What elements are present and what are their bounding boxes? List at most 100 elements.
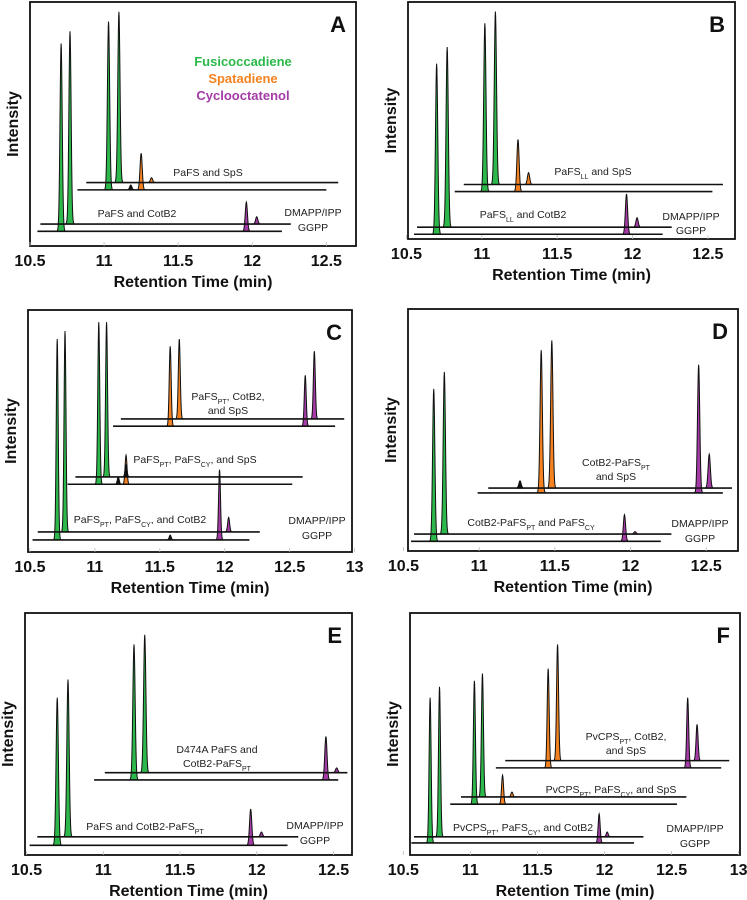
trace-label: CotB2-PaFSPT and PaFSCY bbox=[467, 517, 595, 532]
peak-cyclooctatenol bbox=[692, 724, 702, 762]
label-text: DMAPP/IPP bbox=[666, 823, 723, 835]
label-text: D474A PaFS and bbox=[176, 744, 257, 756]
label-text: PvCPS bbox=[453, 822, 487, 834]
x-tick-label: 11.5 bbox=[522, 862, 552, 879]
label-text: and SpS bbox=[596, 471, 636, 483]
label-text: PaFS bbox=[74, 514, 100, 526]
trace-label: PaFS and CotB2 bbox=[98, 208, 177, 220]
peak-fusicoccadiene bbox=[65, 31, 75, 225]
panel-d: 10.5 11 11.5 12 12.5 Retention Time (min) Inte… bbox=[383, 308, 739, 596]
y-axis-label: Intensity bbox=[385, 701, 402, 767]
y-axis-label: Intensity bbox=[5, 91, 22, 157]
trace-label: D474A PaFS and bbox=[176, 744, 257, 756]
subscript: CY bbox=[201, 462, 211, 469]
trace-label: PvCPSPT, PaFSCY, and CotB2 bbox=[453, 822, 593, 837]
label-text: and PaFS bbox=[535, 517, 585, 529]
label-text: DMAPP/IPP bbox=[284, 207, 341, 219]
subscript: PT bbox=[100, 522, 110, 529]
x-axis-label: Retention Time (min) bbox=[496, 883, 655, 900]
trace-label: PvCPSPT, CotB2, bbox=[586, 731, 667, 746]
trace bbox=[37, 679, 299, 838]
peak-fusicoccadiene bbox=[62, 679, 74, 838]
subscript: LL bbox=[506, 217, 514, 224]
trace bbox=[29, 697, 288, 847]
peak-fusicoccadiene bbox=[431, 63, 442, 235]
trace bbox=[37, 331, 260, 533]
trace-label: DMAPP/IPP bbox=[286, 820, 343, 832]
panel-letter: A bbox=[330, 12, 346, 37]
legend-cyclooctatenol: Cyclooctatenol bbox=[196, 88, 289, 103]
x-tick-label: 10.5 bbox=[388, 558, 419, 575]
trace-label: PaFS and CotB2-PaFSPT bbox=[86, 821, 204, 836]
peak-none bbox=[113, 476, 123, 485]
trace bbox=[463, 11, 723, 186]
label-text: , and SpS bbox=[210, 454, 256, 466]
trace-label: GGPP bbox=[685, 533, 715, 545]
plot-frame bbox=[29, 1, 357, 247]
trace bbox=[75, 322, 303, 478]
trace bbox=[414, 371, 672, 535]
trace-label: CotB2-PaFSPT bbox=[183, 758, 252, 773]
peak-fusicoccadiene bbox=[479, 23, 490, 193]
plot-frame bbox=[407, 1, 736, 240]
label-text: CotB2-PaFS bbox=[183, 758, 242, 770]
peak-cyclooctatenol bbox=[683, 697, 693, 769]
subscript: PT bbox=[579, 792, 589, 799]
subscript: PT bbox=[195, 829, 205, 836]
label-text: and SpS bbox=[606, 745, 646, 757]
label-text: , PaFS bbox=[109, 514, 141, 526]
subscript: PT bbox=[487, 830, 497, 837]
peak-cyclooctatenol bbox=[224, 516, 234, 533]
label-text: and SpS bbox=[588, 166, 631, 178]
trace-label: DMAPP/IPP bbox=[666, 823, 723, 835]
x-tick-label: 10.5 bbox=[388, 862, 419, 879]
label-text: PvCPS bbox=[546, 784, 580, 796]
peak-spatadiene bbox=[523, 171, 534, 185]
peak-fusicoccadiene bbox=[56, 43, 67, 232]
panel-e: 10.5 11 11.5 12 12.5 Retention Time (min) Inte… bbox=[0, 612, 353, 900]
label-text: PaFS and CotB2-PaFS bbox=[86, 821, 195, 833]
peak-fusicoccadiene bbox=[52, 697, 63, 846]
label-text: PaFS and CotB2 bbox=[98, 208, 177, 220]
label-text: PaFS bbox=[554, 166, 580, 178]
plot-frame bbox=[409, 612, 741, 856]
x-tick-label: 12.5 bbox=[692, 246, 723, 263]
trace-label: GGPP bbox=[680, 838, 710, 850]
label-text: , PaFS bbox=[496, 822, 528, 834]
subscript: CY bbox=[528, 830, 538, 837]
x-tick-label: 13 bbox=[346, 559, 364, 576]
plot-frame bbox=[407, 308, 739, 552]
trace-label: PaFSLL and SpS bbox=[554, 166, 631, 181]
peak-cyclooctatenol bbox=[594, 812, 604, 844]
plot-frame bbox=[24, 612, 353, 856]
label-text: DMAPP/IPP bbox=[671, 518, 728, 530]
trace bbox=[113, 346, 336, 427]
peak-fusicoccadiene bbox=[128, 644, 140, 781]
peak-spatadiene bbox=[136, 153, 147, 191]
label-text: DMAPP/IPP bbox=[662, 211, 719, 223]
x-tick-label: 12.5 bbox=[274, 559, 305, 576]
x-tick-label: 12.5 bbox=[656, 862, 687, 879]
trace-label: DMAPP/IPP bbox=[671, 518, 728, 530]
peak-none bbox=[121, 463, 131, 478]
subscript: PT bbox=[526, 525, 536, 532]
label-text: GGPP bbox=[300, 835, 330, 847]
trace-label: GGPP bbox=[300, 835, 330, 847]
label-text: , CotB2, bbox=[628, 731, 666, 743]
peak-none bbox=[514, 480, 526, 489]
label-text: GGPP bbox=[676, 225, 706, 237]
trace bbox=[77, 21, 327, 191]
label-text: PaFS bbox=[191, 391, 217, 403]
x-tick-label: 11.5 bbox=[165, 862, 195, 879]
x-tick-label: 11.5 bbox=[540, 558, 570, 575]
subscript: CY bbox=[141, 522, 151, 529]
label-text: , and CotB2 bbox=[538, 822, 594, 834]
peak-fusicoccadiene bbox=[103, 21, 114, 191]
label-text: GGPP bbox=[302, 530, 332, 542]
subscript: PT bbox=[242, 766, 252, 773]
x-axis-label: Retention Time (min) bbox=[109, 883, 268, 900]
x-axis-label: Retention Time (min) bbox=[111, 580, 270, 597]
x-tick-label: 10.5 bbox=[11, 862, 42, 879]
trace bbox=[414, 63, 663, 236]
peak-fusicoccadiene bbox=[139, 634, 150, 774]
